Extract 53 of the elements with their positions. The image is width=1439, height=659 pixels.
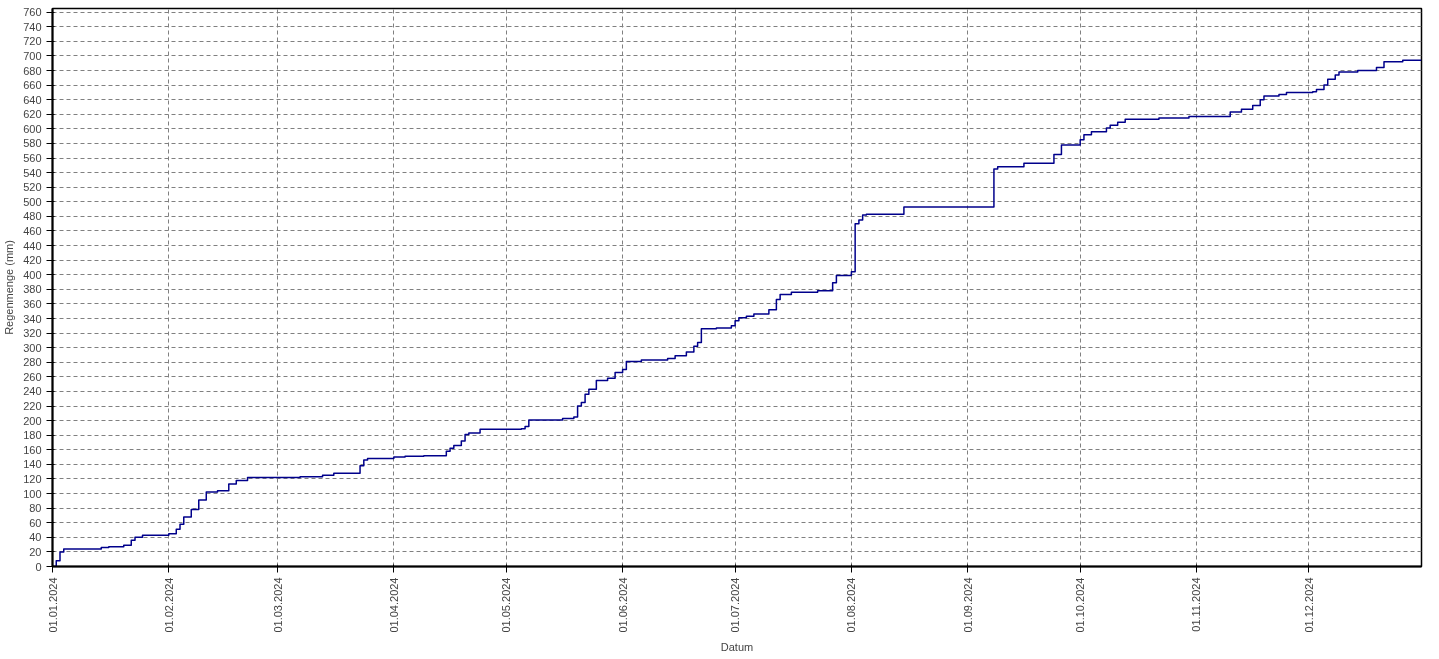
y-tick-label: 460 xyxy=(23,224,42,237)
y-tick-label: 380 xyxy=(23,283,42,296)
y-tick-label: 540 xyxy=(23,166,42,179)
y-tick-label: 340 xyxy=(23,312,42,325)
y-tick-label: 120 xyxy=(23,472,42,485)
x-tick-label: 01.04.2024 xyxy=(387,577,400,633)
y-tick-label: 40 xyxy=(29,531,42,544)
x-tick-label: 01.10.2024 xyxy=(1074,577,1087,633)
y-tick-label: 740 xyxy=(23,20,42,33)
y-tick-label: 20 xyxy=(29,545,42,558)
x-tick-label: 01.02.2024 xyxy=(162,577,175,633)
y-tick-label: 260 xyxy=(23,370,42,383)
y-tick-label: 160 xyxy=(23,443,42,456)
y-tick-label: 760 xyxy=(23,6,42,19)
y-tick-label: 180 xyxy=(23,429,42,442)
y-tick-label: 500 xyxy=(23,195,42,208)
y-tick-label: 700 xyxy=(23,49,42,62)
x-tick-label: 01.01.2024 xyxy=(46,577,59,633)
y-tick-label: 580 xyxy=(23,137,42,150)
x-tick-label: 01.12.2024 xyxy=(1302,577,1315,633)
x-tick-label: 01.05.2024 xyxy=(500,577,513,633)
x-tick-label: 01.09.2024 xyxy=(961,577,974,633)
y-tick-label: 560 xyxy=(23,152,42,165)
y-tick-label: 640 xyxy=(23,93,42,106)
y-tick-label: 620 xyxy=(23,108,42,121)
y-tick-label: 280 xyxy=(23,356,42,369)
y-tick-label: 200 xyxy=(23,414,42,427)
y-tick-label: 0 xyxy=(35,560,42,573)
y-tick-label: 80 xyxy=(29,502,42,515)
x-tick-label: 01.11.2024 xyxy=(1190,577,1203,632)
x-tick-label: 01.08.2024 xyxy=(845,577,858,633)
x-tick-label: 01.07.2024 xyxy=(729,577,742,633)
y-tick-label: 220 xyxy=(23,400,42,413)
y-tick-label: 480 xyxy=(23,210,42,223)
y-tick-label: 400 xyxy=(23,268,42,281)
x-tick-label: 01.06.2024 xyxy=(616,577,629,633)
y-tick-label: 520 xyxy=(23,181,42,194)
y-tick-label: 100 xyxy=(23,487,42,500)
y-tick-label: 600 xyxy=(23,122,42,135)
y-tick-label: 440 xyxy=(23,239,42,252)
y-tick-label: 660 xyxy=(23,79,42,92)
y-tick-label: 320 xyxy=(23,327,42,340)
x-tick-label: 01.03.2024 xyxy=(271,577,284,633)
y-tick-label: 240 xyxy=(23,385,42,398)
x-axis-title: Datum xyxy=(720,640,754,653)
y-tick-label: 720 xyxy=(23,35,42,48)
y-tick-label: 60 xyxy=(29,516,42,529)
y-tick-label: 140 xyxy=(23,458,42,471)
y-axis-title: Regenmenge (mm) xyxy=(3,240,16,335)
y-tick-label: 420 xyxy=(23,254,42,267)
y-tick-label: 680 xyxy=(23,64,42,77)
y-tick-label: 300 xyxy=(23,341,42,354)
y-tick-label: 360 xyxy=(23,297,42,310)
